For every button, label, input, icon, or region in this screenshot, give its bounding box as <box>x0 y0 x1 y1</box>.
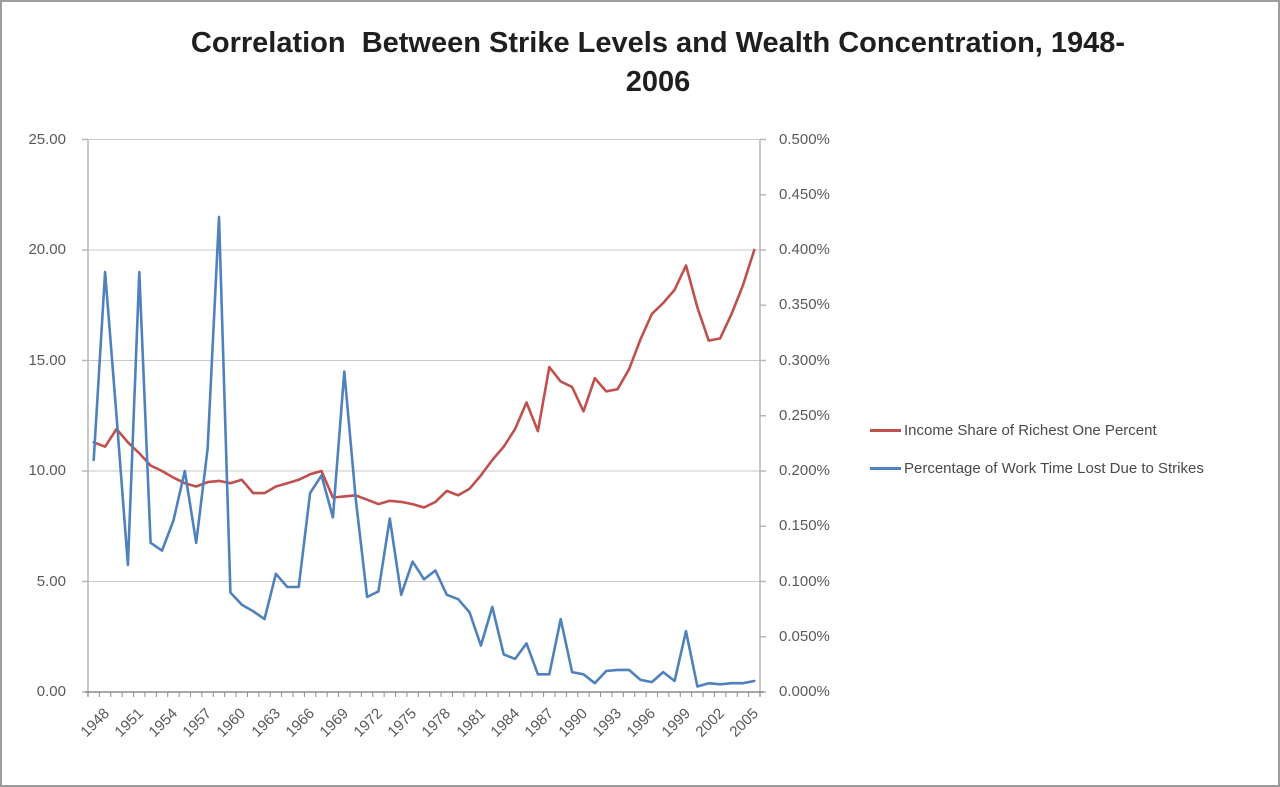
right-axis-tick-label: 0.400% <box>779 241 830 258</box>
legend-label: Percentage of Work Time Lost Due to Stri… <box>904 459 1204 477</box>
right-axis-tick-label: 0.100% <box>779 572 830 590</box>
blue-line-swatch-icon <box>870 466 901 470</box>
series-line-1 <box>92 215 756 688</box>
right-axis-tick-label: 0.000% <box>779 683 830 700</box>
chart-title: Correlation Between Strike Levels and We… <box>48 24 1268 102</box>
legend-item-strike-time: Percentage of Work Time Lost Due to Stri… <box>870 456 1204 480</box>
left-axis-tick-label: 5.00 <box>36 572 66 590</box>
chart-title-line2: 2006 <box>625 66 691 98</box>
right-axis-tick-label: 0.200% <box>779 462 830 479</box>
left-axis-tick-label: 20.00 <box>28 241 66 258</box>
right-axis-tick-label: 0.500% <box>779 130 830 148</box>
right-axis-tick-label: 0.450% <box>779 185 830 203</box>
series-line-0 <box>92 248 756 509</box>
right-axis-tick-label: 0.150% <box>779 517 830 535</box>
right-axis-tick-label: 0.250% <box>779 406 830 424</box>
right-axis-tick-label: 0.350% <box>779 296 830 314</box>
right-axis-tick-label: 0.300% <box>779 351 830 369</box>
left-axis-tick-label: 25.00 <box>28 130 66 148</box>
legend-label: Income Share of Richest One Percent <box>904 421 1157 439</box>
right-axis-tick-label: 0.050% <box>779 627 830 645</box>
legend: Income Share of Richest One Percent Perc… <box>870 418 1204 480</box>
left-axis-tick-label: 10.00 <box>28 462 66 479</box>
legend-item-income-share: Income Share of Richest One Percent <box>870 418 1204 442</box>
left-axis-tick-label: 0.00 <box>36 683 66 700</box>
red-line-swatch-icon <box>870 428 901 432</box>
chart-title-line1: Correlation Between Strike Levels and We… <box>190 27 1126 59</box>
left-axis-tick-label: 15.00 <box>28 351 66 369</box>
